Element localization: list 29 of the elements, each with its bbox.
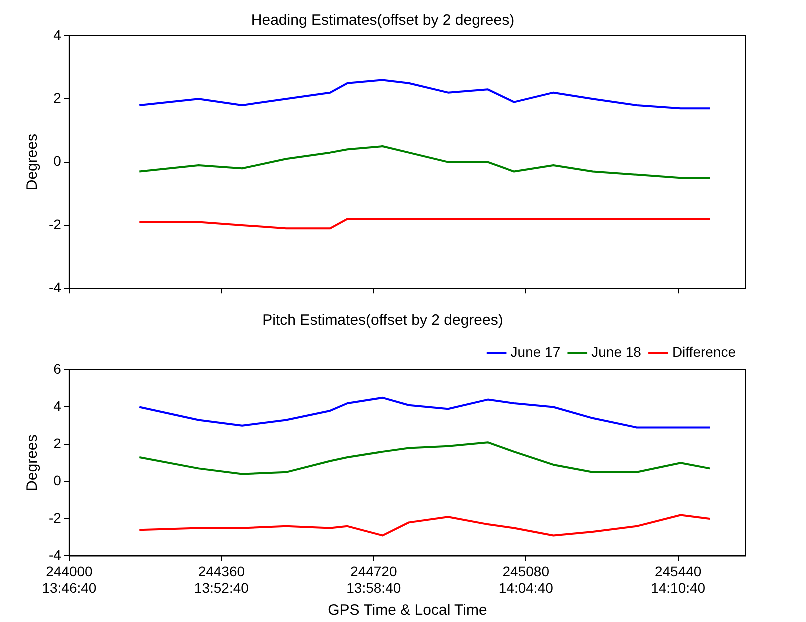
y-tick-label: -2	[48, 510, 62, 526]
y-tick-label: 4	[54, 398, 62, 414]
y-tick-label: 6	[54, 360, 62, 377]
y-tick-label: 4	[54, 26, 62, 43]
text: 14:10:40	[651, 580, 706, 596]
x-tick-label: 245440	[654, 563, 702, 580]
text: 14:04:40	[498, 580, 554, 596]
legend-label: June 18	[592, 344, 642, 360]
x-tick-label: 244360	[198, 563, 246, 580]
text: 13:52:40	[194, 580, 250, 596]
x-tick-label: 244720	[350, 563, 398, 580]
y-tick-label: 0	[54, 153, 62, 170]
chart-title: Heading Estimates(offset by 2 degrees)	[251, 12, 515, 30]
y-tick-label: 2	[54, 90, 62, 106]
x-tick-label: 244000	[46, 563, 94, 580]
x-tick-label: 245080	[502, 563, 550, 580]
y-tick-label: -4	[48, 547, 62, 564]
text: 13:58:40	[346, 580, 402, 596]
y-tick-label: -2	[48, 216, 62, 232]
y-tick-label: -4	[48, 279, 62, 296]
y-axis-title: Degrees	[24, 134, 42, 191]
legend-label: June 17	[510, 344, 561, 360]
y-tick-label: 0	[54, 472, 62, 489]
y-tick-label: 2	[54, 435, 62, 452]
y-axis-title: Degrees	[24, 434, 42, 492]
x-axis-title: GPS Time & Local Time	[328, 602, 488, 620]
chart-title: Pitch Estimates(offset by 2 degrees)	[262, 312, 504, 330]
legend-label: Difference	[672, 344, 736, 360]
text: 13:46:40	[42, 580, 97, 596]
